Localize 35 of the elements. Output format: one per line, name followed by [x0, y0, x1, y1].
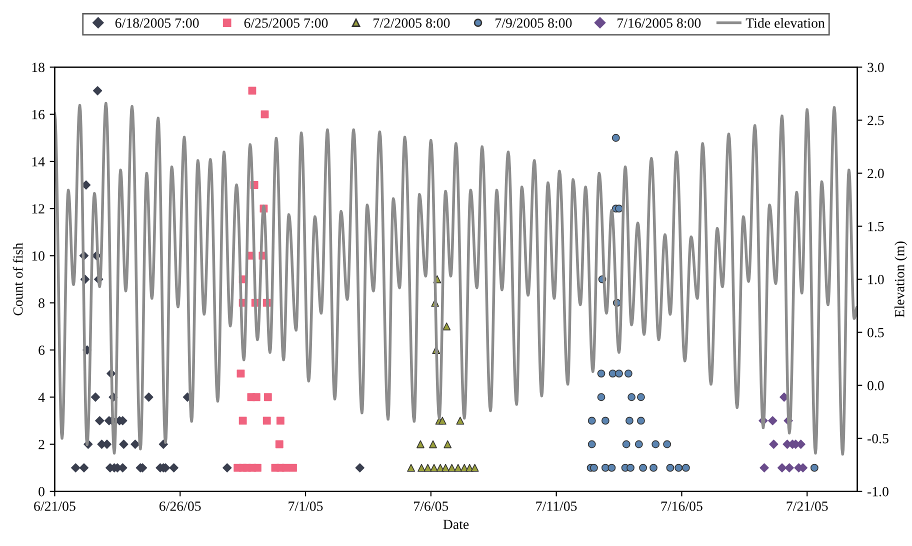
- x-tick-label: 7/1/05: [288, 502, 323, 511]
- x-tick-label: 7/11/05: [536, 502, 577, 511]
- y-axis-title: Count of fish: [12, 242, 23, 316]
- y2-tick-label: 2.0: [868, 168, 884, 178]
- y2-axis-title: Elevation (m): [894, 242, 908, 318]
- y-tick-label: 12: [32, 204, 44, 214]
- legend-label: Tide elevation: [746, 18, 825, 28]
- y-tick-label: 14: [32, 157, 45, 166]
- y2-tick-label: 0.0: [868, 380, 884, 390]
- y2-tick-label: 3.0: [868, 62, 884, 72]
- y-tick-label: 4: [38, 392, 45, 402]
- x-tick-label: 7/16/05: [661, 502, 702, 511]
- legend-label: 6/18/2005 7:00: [115, 18, 199, 28]
- y2-tick-label: 0.5: [868, 328, 884, 338]
- y2-tick-label: 2.5: [868, 116, 884, 126]
- y-tick-label: 2: [38, 440, 44, 450]
- legend-label: 7/2/2005 8:00: [374, 18, 450, 28]
- y-tick-label: 16: [32, 110, 45, 120]
- y2-tick-label: -0.5: [868, 434, 888, 444]
- x-axis-title: Date: [443, 520, 469, 530]
- x-tick-label: 6/26/05: [159, 502, 201, 511]
- legend-label: 7/9/2005 8:00: [496, 18, 572, 28]
- y2-tick-label: 1.0: [868, 274, 884, 284]
- x-tick-label: 6/21/05: [34, 502, 76, 511]
- y2-tick-label: 1.5: [868, 222, 884, 232]
- x-tick-label: 7/6/05: [414, 502, 448, 511]
- y-tick-label: 10: [32, 251, 44, 261]
- legend-label: 6/25/2005 7:00: [244, 18, 328, 28]
- y-tick-label: 0: [38, 486, 44, 496]
- y-tick-label: 18: [32, 62, 44, 72]
- x-tick-label: 7/21/05: [786, 502, 828, 511]
- y2-tick-label: -1.0: [868, 486, 888, 496]
- y-tick-label: 6: [38, 346, 45, 355]
- legend-label: 7/16/2005 8:00: [618, 18, 701, 28]
- y-tick-label: 8: [38, 298, 44, 308]
